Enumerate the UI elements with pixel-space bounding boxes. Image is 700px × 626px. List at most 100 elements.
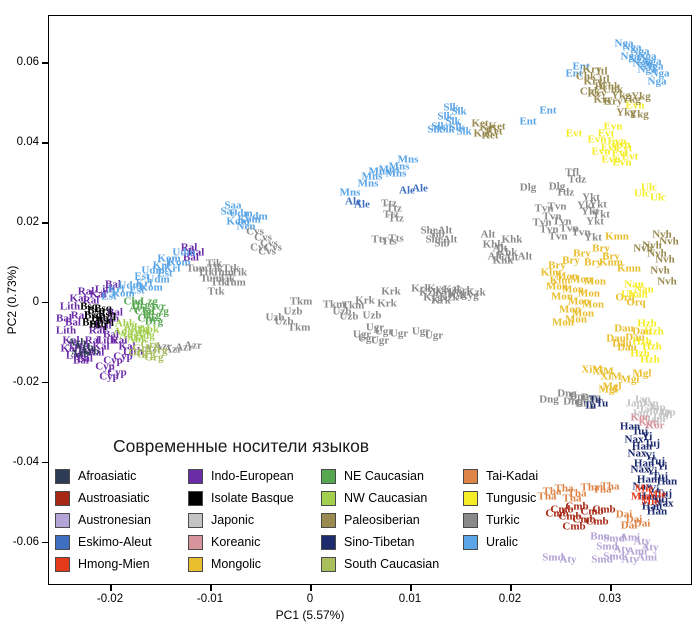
data-point: Tts — [371, 233, 387, 246]
data-point: Kry — [583, 75, 603, 88]
data-point: Tvn — [534, 202, 554, 215]
legend-swatch — [55, 512, 70, 528]
x-tick-label: -0.01 — [196, 593, 224, 605]
data-point: Mie — [634, 482, 654, 495]
data-point: Ral — [87, 346, 105, 359]
data-point: Mon — [551, 290, 573, 303]
data-point: Udm — [146, 273, 170, 286]
data-point: Bal — [107, 306, 123, 319]
data-point: Ykt — [582, 191, 600, 204]
data-point: Bsq — [82, 316, 100, 329]
legend-swatch — [188, 490, 203, 506]
data-point: Tum — [200, 272, 222, 285]
y-tick-label: -0.04 — [12, 455, 39, 468]
data-point: Cyp — [95, 360, 115, 373]
data-point: Nvh — [655, 253, 675, 266]
legend-label: NW Caucasian — [344, 491, 428, 505]
data-point: Tuj — [648, 455, 666, 468]
data-point: Lzg — [151, 305, 169, 318]
data-point: Nga — [614, 37, 634, 50]
data-point: Ket — [479, 121, 497, 134]
data-point: Cmb — [558, 510, 582, 523]
data-point: Mie — [647, 488, 667, 501]
y-tick-label: -0.02 — [12, 375, 39, 388]
legend-label: Austroasiatic — [78, 491, 150, 505]
data-point: Krk — [381, 285, 401, 298]
data-point: Tts — [388, 232, 404, 245]
data-point: Tum — [224, 276, 246, 289]
data-point: Tuj — [643, 437, 661, 450]
data-point: Kmn — [599, 256, 623, 269]
data-point: Ykt — [581, 205, 599, 218]
legend-label: Afroasiatic — [78, 469, 137, 483]
data-point: Adg — [135, 329, 155, 342]
data-point: Evn — [607, 135, 627, 148]
data-point: Ugr — [389, 327, 409, 340]
data-point: Aty — [621, 553, 639, 566]
data-point: Jap — [641, 397, 659, 410]
data-point: Bal — [73, 354, 89, 367]
y-tick-mark — [42, 222, 48, 224]
data-point: Arb — [70, 347, 90, 360]
legend-swatch — [55, 534, 70, 550]
data-point: Ket — [488, 120, 506, 133]
data-point: Uzb — [332, 305, 352, 318]
data-point: Tu — [595, 397, 609, 410]
legend-swatch — [463, 534, 478, 550]
data-point: Kom — [237, 213, 261, 226]
data-point: Mie — [640, 495, 660, 508]
data-point: Dau — [614, 322, 634, 335]
data-point: Han — [641, 500, 663, 513]
data-point: Aty — [613, 543, 631, 556]
data-point: Tuj — [651, 493, 669, 506]
data-point: Ent — [565, 67, 583, 80]
data-point: Dau — [632, 325, 652, 338]
data-point: Dau — [617, 341, 637, 354]
legend-label: Tungusic — [486, 491, 537, 505]
data-point: Ttk — [207, 285, 225, 298]
data-point: Nga — [622, 41, 642, 54]
data-point: Slk — [439, 123, 455, 136]
y-tick-label: 0 — [32, 295, 39, 308]
data-point: Yi — [644, 450, 656, 463]
data-point: Tuj — [651, 470, 669, 483]
data-point: Nga — [644, 60, 664, 73]
legend-item-japonic: Japonic — [188, 509, 321, 531]
data-point: Tuj — [655, 487, 673, 500]
y-axis-label: PC2 (0.73%) — [5, 265, 19, 335]
data-point: Khk — [482, 238, 504, 251]
data-point: Cvs — [264, 241, 282, 254]
legend-label: Indo-European — [211, 469, 294, 483]
data-point: Tuj — [631, 425, 649, 438]
data-point: Hzh — [644, 325, 664, 338]
data-point: Kom — [167, 256, 191, 269]
data-point: Ral — [110, 334, 128, 347]
data-point: XiM — [581, 363, 603, 376]
data-point: Lith — [122, 345, 144, 358]
data-point: Cvs — [254, 231, 272, 244]
data-point: Ent — [572, 60, 590, 73]
data-point: Tha — [600, 480, 620, 493]
data-point: Itl — [594, 80, 606, 93]
data-point: Ykt — [584, 231, 602, 244]
data-point: Hzh — [630, 347, 650, 360]
data-point: Cyp — [103, 354, 123, 367]
data-point: Ale — [412, 182, 428, 195]
data-point: Yi — [648, 483, 660, 496]
data-point: Tum — [212, 266, 234, 279]
data-point: Ral — [70, 309, 88, 322]
x-tick-mark — [110, 585, 112, 591]
data-point: Krk — [377, 297, 397, 310]
data-point: Slk — [437, 110, 453, 123]
data-point: Ttk — [210, 276, 228, 289]
data-point: Evn — [591, 145, 611, 158]
data-point: Kom — [157, 252, 181, 265]
data-point: Han — [656, 475, 678, 488]
data-point: Hzh — [640, 353, 660, 366]
data-point: Cvs — [258, 245, 276, 258]
data-point: Ulc — [621, 288, 637, 301]
data-point: Krl — [135, 277, 153, 290]
data-point: Nga — [620, 50, 640, 63]
x-tick-label: 0.01 — [398, 593, 422, 605]
data-point: Jap — [633, 393, 651, 406]
